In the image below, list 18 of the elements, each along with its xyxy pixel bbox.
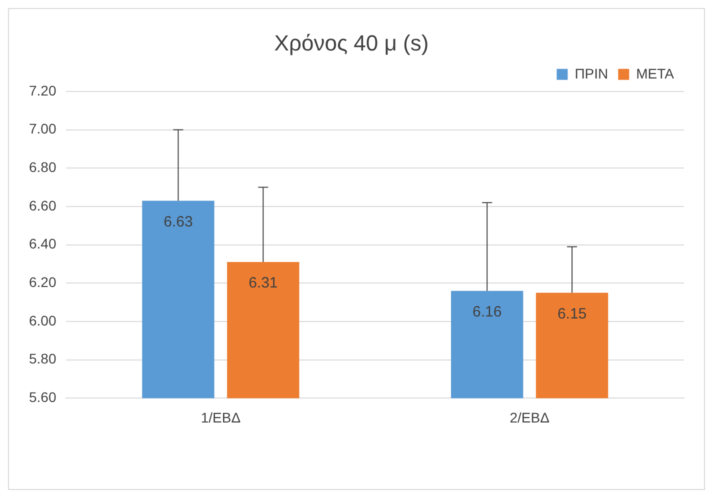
y-tick-label: 5.60 <box>29 389 56 406</box>
x-tick-label: 1/ΕΒΔ <box>200 409 241 426</box>
y-tick-label: 7.20 <box>29 82 56 98</box>
y-tick-label: 6.40 <box>29 236 56 252</box>
legend-label: ΠΡΙΝ <box>574 65 608 82</box>
data-label: 6.31 <box>248 274 278 292</box>
data-label: 6.63 <box>164 213 193 230</box>
data-label: 6.16 <box>472 303 502 320</box>
legend-label: ΜΕΤΑ <box>636 65 675 82</box>
y-tick-label: 7.00 <box>29 120 56 137</box>
y-tick-label: 6.60 <box>29 197 56 214</box>
y-tick-label: 6.80 <box>29 158 56 175</box>
data-label: 6.15 <box>557 305 587 322</box>
y-tick-label: 6.20 <box>29 274 56 290</box>
y-tick-label: 5.80 <box>29 350 56 367</box>
x-tick-label: 2/ΕΒΔ <box>510 409 550 426</box>
y-tick-label: 6.00 <box>29 312 56 328</box>
chart-title: Χρόνος 40 μ (s) <box>274 30 429 56</box>
